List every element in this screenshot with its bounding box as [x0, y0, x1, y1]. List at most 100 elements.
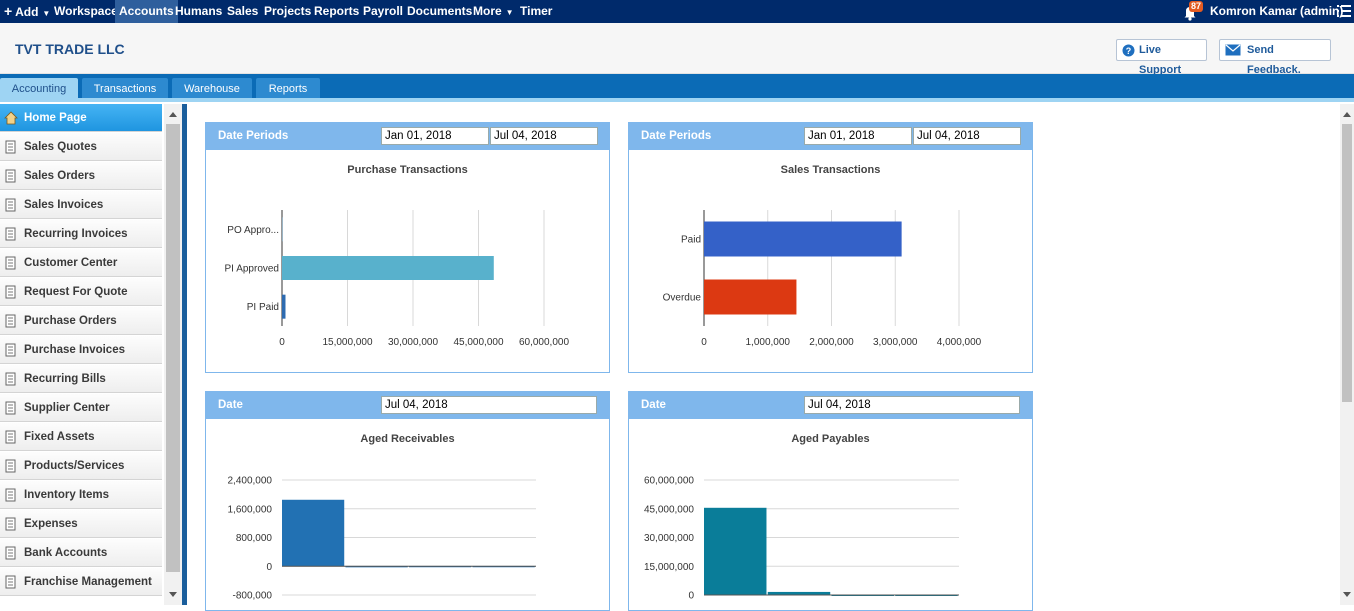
tab-reports[interactable]: Reports [256, 78, 320, 101]
sidebar-item-recurring-bills[interactable]: Recurring Bills [0, 365, 162, 393]
nav-sales[interactable]: Sales [227, 4, 259, 18]
y-tick-label: 800,000 [236, 533, 273, 544]
nav-workspace[interactable]: Workspace [54, 4, 118, 18]
document-icon [5, 227, 16, 241]
document-icon [5, 372, 16, 386]
x-tick-label: 3,000,000 [873, 337, 918, 348]
sidebar-item-bank-accounts[interactable]: Bank Accounts [0, 539, 162, 567]
sidebar-item-sales-orders[interactable]: Sales Orders [0, 162, 162, 190]
tab-bar: Accounting Transactions Warehouse Report… [0, 74, 1354, 101]
x-tick-label: 4,000,000 [937, 337, 982, 348]
user-menu[interactable]: Komron Kamar (admin) [1210, 4, 1344, 18]
scroll-down-icon[interactable] [169, 592, 177, 597]
sidebar-item-expenses[interactable]: Expenses [0, 510, 162, 538]
x-tick-label: 60,000,000 [519, 337, 569, 348]
category-label: Overdue [663, 293, 702, 304]
send-feedback-button[interactable]: Send Feedback. [1219, 39, 1331, 76]
date-from-input[interactable]: Jan 01, 2018 [381, 127, 489, 145]
help-icon: ? [1122, 44, 1135, 57]
sidebar-item-recurring-invoices[interactable]: Recurring Invoices [0, 220, 162, 248]
x-tick-label: 1,000,000 [746, 337, 791, 348]
sidebar-item-label: Expenses [24, 518, 78, 530]
bar [767, 591, 831, 595]
nav-more[interactable]: More ▼ [469, 0, 518, 23]
document-icon [5, 401, 16, 415]
bar [282, 499, 345, 567]
bar [704, 279, 797, 315]
category-label: PI Approved [225, 264, 279, 275]
sidebar-item-products-services[interactable]: Products/Services [0, 452, 162, 480]
date-to-input[interactable]: Jul 04, 2018 [913, 127, 1021, 145]
sidebar-item-request-for-quote[interactable]: Request For Quote [0, 278, 162, 306]
tab-transactions[interactable]: Transactions [82, 78, 168, 101]
date-label: Date [641, 399, 666, 411]
document-icon [5, 517, 16, 531]
svg-text:?: ? [1126, 46, 1132, 56]
purchase-transactions-panel: Date Periods Jan 01, 2018 Jul 04, 2018 P… [205, 122, 610, 373]
top-navbar: + Add ▼ Workspace Accounts Humans Sales P… [0, 0, 1354, 23]
sidebar-item-home-page[interactable]: Home Page [0, 104, 162, 132]
sidebar-item-supplier-center[interactable]: Supplier Center [0, 394, 162, 422]
sidebar-item-inventory-items[interactable]: Inventory Items [0, 481, 162, 509]
main-scrollbar[interactable] [1340, 104, 1354, 605]
date-input[interactable]: Jul 04, 2018 [804, 396, 1020, 414]
scroll-thumb[interactable] [1342, 124, 1352, 402]
x-tick-label: 45,000,000 [453, 337, 503, 348]
sidebar-item-label: Purchase Invoices [24, 344, 125, 356]
x-tick-label: 0 [279, 337, 285, 348]
tab-warehouse[interactable]: Warehouse [172, 78, 252, 101]
date-label: Date [218, 399, 243, 411]
y-tick-label: 60,000,000 [644, 476, 694, 487]
sidebar-item-label: Inventory Items [24, 489, 109, 501]
nav-reports[interactable]: Reports [314, 4, 360, 18]
date-to-input[interactable]: Jul 04, 2018 [490, 127, 598, 145]
bar [704, 507, 767, 595]
aged-receivables-panel: Date Jul 04, 2018 Aged Receivables 2,400… [205, 391, 610, 611]
chart-title: Aged Payables [791, 433, 870, 445]
sidebar-item-customer-center[interactable]: Customer Center [0, 249, 162, 277]
date-from-input[interactable]: Jan 01, 2018 [804, 127, 912, 145]
sidebar-item-label: Home Page [24, 112, 87, 124]
nav-payroll[interactable]: Payroll [363, 4, 404, 18]
nav-projects[interactable]: Projects [264, 4, 312, 18]
list-menu-icon[interactable] [1337, 5, 1351, 17]
nav-humans[interactable]: Humans [175, 4, 223, 18]
sidebar-item-franchise-management[interactable]: Franchise Management [0, 568, 162, 596]
chart-title: Aged Receivables [360, 433, 455, 445]
sidebar-item-purchase-orders[interactable]: Purchase Orders [0, 307, 162, 335]
nav-timer[interactable]: Timer [520, 4, 553, 18]
tab-accounting[interactable]: Accounting [0, 78, 78, 101]
document-icon [5, 314, 16, 328]
scroll-down-icon[interactable] [1343, 592, 1351, 597]
nav-accounts[interactable]: Accounts [115, 0, 178, 23]
sidebar-item-sales-invoices[interactable]: Sales Invoices [0, 191, 162, 219]
sidebar-item-label: Purchase Orders [24, 315, 117, 327]
sidebar-divider[interactable] [182, 104, 187, 605]
document-icon [5, 256, 16, 270]
sidebar-scrollbar[interactable] [164, 104, 182, 605]
live-support-button[interactable]: ? Live Support [1116, 39, 1207, 76]
sidebar-item-fixed-assets[interactable]: Fixed Assets [0, 423, 162, 451]
sidebar-item-label: Supplier Center [24, 402, 110, 414]
company-name: TVT TRADE LLC [15, 41, 125, 57]
sidebar-item-label: Fixed Assets [24, 431, 95, 443]
sidebar-item-purchase-invoices[interactable]: Purchase Invoices [0, 336, 162, 364]
add-menu[interactable]: + Add ▼ [0, 0, 54, 23]
plus-icon: + [4, 3, 13, 19]
document-icon [5, 430, 16, 444]
sales-transactions-panel: Date Periods Jan 01, 2018 Jul 04, 2018 S… [628, 122, 1033, 373]
sidebar: Home Page Sales Quotes Sales Orders Sales I… [0, 104, 162, 605]
scroll-up-icon[interactable] [169, 112, 177, 117]
document-icon [5, 459, 16, 473]
sidebar-item-sales-quotes[interactable]: Sales Quotes [0, 133, 162, 161]
sidebar-item-label: Sales Orders [24, 170, 95, 182]
tab-underline [0, 98, 1354, 102]
scroll-up-icon[interactable] [1343, 112, 1351, 117]
sidebar-item-label: Sales Quotes [24, 141, 97, 153]
chart-title: Sales Transactions [780, 164, 881, 176]
notification-badge: 87 [1189, 1, 1204, 12]
nav-documents[interactable]: Documents [407, 4, 473, 18]
scroll-thumb[interactable] [166, 124, 180, 572]
sidebar-item-label: Sales Invoices [24, 199, 104, 211]
date-input[interactable]: Jul 04, 2018 [381, 396, 597, 414]
